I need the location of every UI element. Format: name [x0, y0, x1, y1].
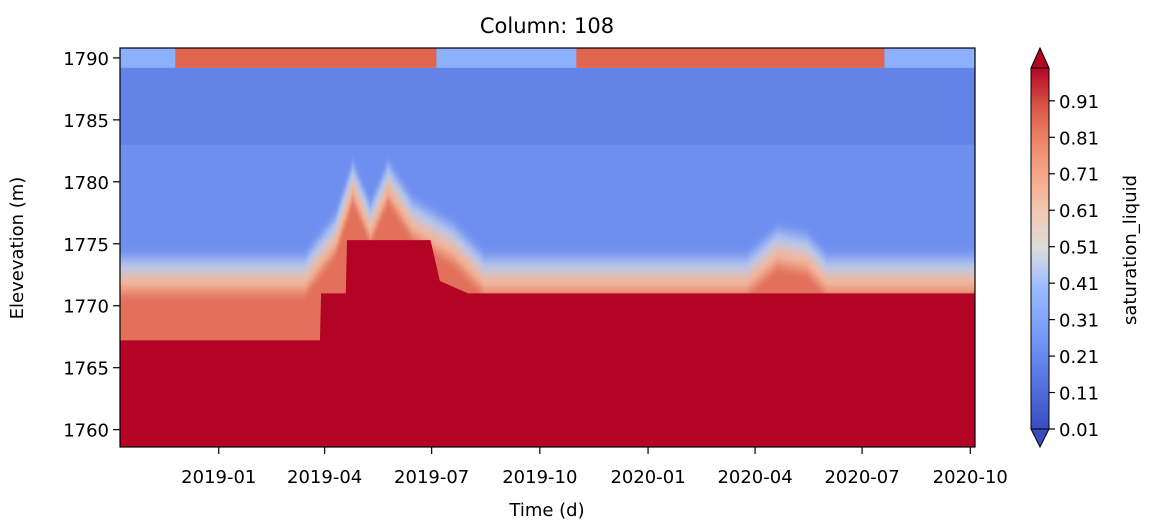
plot-frame [119, 47, 976, 448]
x-tick-label: 2019-01 [181, 467, 256, 488]
y-tick-label: 1790 [63, 49, 109, 70]
x-tick-label: 2020-01 [610, 467, 685, 488]
surface-saturated-period-1 [576, 48, 885, 68]
x-tick-label: 2020-07 [824, 467, 899, 488]
colorbar-ticks: 0.01 0.11 0.21 0.31 0.41 0.51 0.61 0.71 0.81 0.91 [1049, 92, 1099, 441]
x-tick-label: 2020-04 [717, 467, 792, 488]
colorbar-tick-label: 0.31 [1059, 311, 1099, 332]
y-tick-label: 1775 [63, 235, 109, 256]
colorbar-extend-max [1030, 46, 1050, 69]
colorbar-extend-min [1030, 428, 1050, 449]
y-tick-label: 1785 [63, 111, 109, 132]
y-axis: 1760 1765 1770 1775 1780 1785 1790 [63, 49, 120, 442]
colorbar-tick-label: 0.71 [1059, 165, 1099, 186]
colorbar-tick-label: 0.91 [1059, 92, 1099, 113]
x-tick-label: 2019-07 [394, 467, 469, 488]
colorbar-tick-label: 0.11 [1059, 384, 1099, 405]
chart-title: Column: 108 [480, 14, 614, 38]
y-tick-label: 1760 [63, 421, 109, 442]
y-tick-label: 1770 [63, 297, 109, 318]
colorbar-tick-label: 0.61 [1059, 201, 1099, 222]
y-axis-label: Elevevation (m) [7, 177, 28, 320]
x-axis: 2019-01 2019-04 2019-07 2019-10 2020-01 2020-… [181, 447, 1008, 488]
y-tick-label: 1780 [63, 173, 109, 194]
x-axis-label: Time (d) [508, 500, 584, 521]
colorbar-tick-label: 0.81 [1059, 128, 1099, 149]
saturated-zone [120, 240, 975, 447]
dry-upper-band [120, 67, 975, 145]
surface-saturated-period-0 [175, 48, 437, 68]
x-tick-label: 2019-04 [287, 467, 362, 488]
colorbar-tick-label: 0.21 [1059, 347, 1099, 368]
colorbar-tick-label: 0.41 [1059, 274, 1099, 295]
colorbar-body [1030, 67, 1050, 430]
x-tick-label: 2019-10 [502, 467, 577, 488]
y-tick-label: 1765 [63, 359, 109, 380]
colorbar: 0.01 0.11 0.21 0.31 0.41 0.51 0.61 0.71 0.81 0.91… [1030, 46, 1141, 449]
colorbar-tick-label: 0.01 [1059, 420, 1099, 441]
x-tick-label: 2020-10 [933, 467, 1008, 488]
colorbar-label: saturation_liquid [1120, 175, 1141, 325]
heatmap-area [120, 48, 975, 447]
colorbar-tick-label: 0.51 [1059, 238, 1099, 259]
